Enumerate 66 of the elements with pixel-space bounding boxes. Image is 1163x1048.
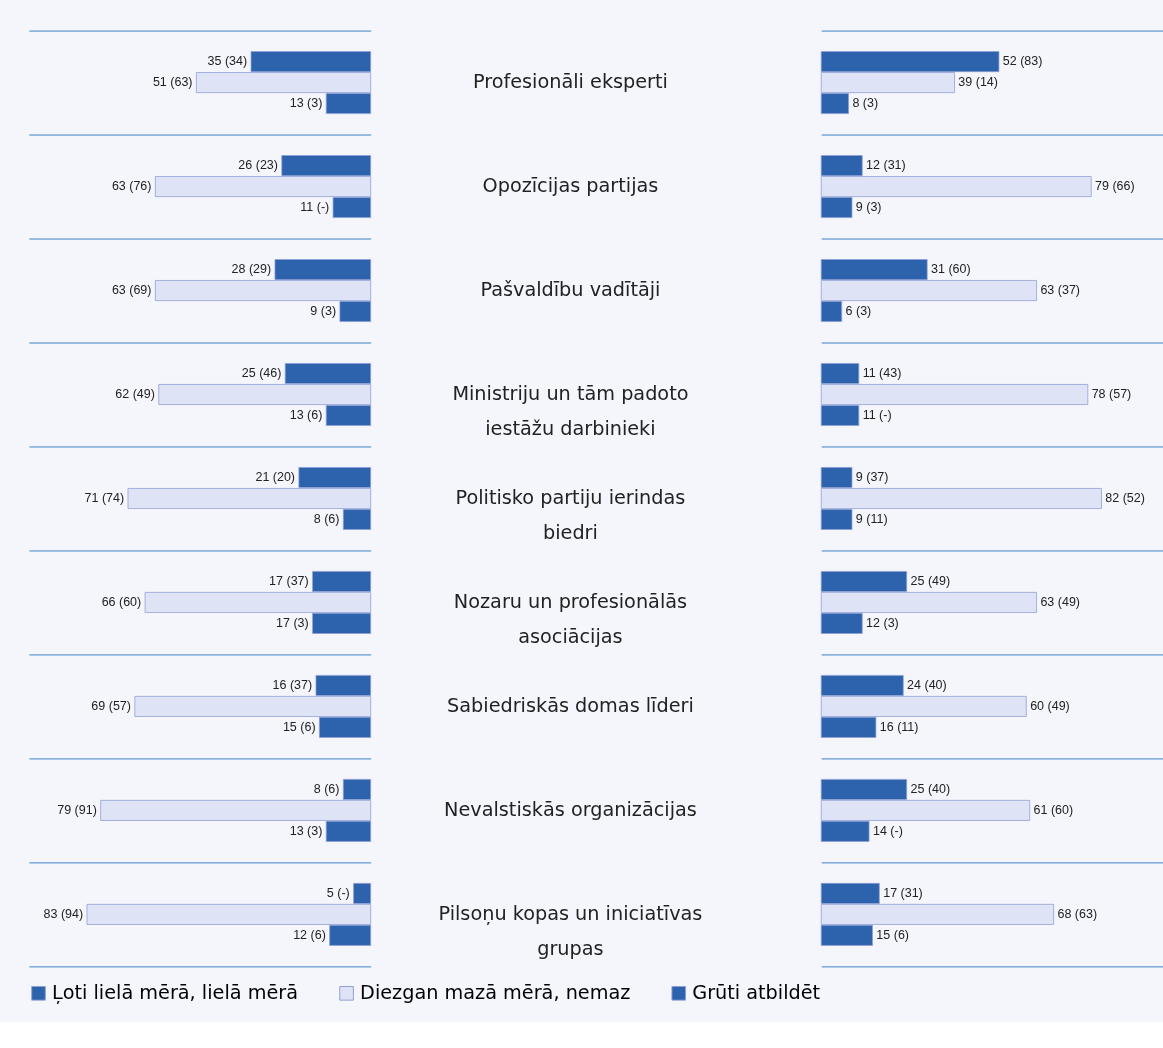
data-label: 62 (49) xyxy=(115,387,155,402)
y-tick-label: Profesionāli eksperti xyxy=(472,70,668,94)
data-label: 5 (-) xyxy=(326,886,350,901)
data-label: 12 (3) xyxy=(866,616,899,631)
data-label: 9 (37) xyxy=(855,470,889,485)
y-tick-label: Politisko partiju ierindas biedri xyxy=(455,486,686,544)
data-label: 51 (63) xyxy=(152,75,193,90)
data-label: 15 (6) xyxy=(282,720,316,735)
data-label: 8 (6) xyxy=(313,512,340,527)
data-label: 79 (91) xyxy=(57,803,97,818)
data-label: 9 (3) xyxy=(310,304,337,319)
legend-label: Diezgan mazā mērā, nemaz xyxy=(360,981,631,1005)
data-label: 17 (37) xyxy=(269,574,309,589)
legend-label: Ļoti lielā mērā, lielā mērā xyxy=(51,981,298,1005)
data-label: 11 (-) xyxy=(300,200,330,215)
data-label: 63 (37) xyxy=(1040,283,1080,298)
data-label: 61 (60) xyxy=(1033,803,1074,818)
data-label: 82 (52) xyxy=(1105,491,1145,506)
data-label: 11 (43) xyxy=(862,366,902,381)
data-label: 63 (76) xyxy=(111,179,152,194)
data-label: 9 (3) xyxy=(855,200,882,215)
data-label: 12 (31) xyxy=(866,158,906,173)
data-label: 13 (3) xyxy=(289,96,323,111)
data-label: 9 (11) xyxy=(855,512,888,527)
data-label: 35 (34) xyxy=(207,54,248,69)
y-tick-label: Pašvaldību vadītāji xyxy=(480,278,661,302)
data-label: 83 (94) xyxy=(43,907,84,922)
y-tick-label: Nevalstiskās organizācijas xyxy=(444,798,697,822)
data-label: 78 (57) xyxy=(1091,387,1132,402)
data-label: 63 (69) xyxy=(111,283,152,298)
y-tick-label: Nozaru un profesionālās asociācijas xyxy=(453,590,688,648)
y-tick-label: Pilsoņu kopas un iniciatīvas grupas xyxy=(438,902,703,960)
data-label: 21 (20) xyxy=(255,470,296,485)
data-label: 68 (63) xyxy=(1057,907,1098,922)
data-label: 63 (49) xyxy=(1040,595,1080,610)
data-label: 8 (6) xyxy=(313,782,340,797)
data-label: 24 (40) xyxy=(907,678,947,693)
data-label: 31 (60) xyxy=(931,262,971,277)
y-tick-label: Sabiedriskās domas līderi xyxy=(447,694,694,718)
data-label: 71 (74) xyxy=(84,491,125,506)
data-label: 25 (40) xyxy=(910,782,951,797)
data-label: 12 (6) xyxy=(293,928,326,943)
data-label: 6 (3) xyxy=(845,304,872,319)
data-label: 16 (11) xyxy=(879,720,919,735)
data-label: 15 (6) xyxy=(876,928,909,943)
data-label: 14 (-) xyxy=(872,824,903,839)
data-label: 60 (49) xyxy=(1030,699,1070,714)
legend-label: Grūti atbildēt xyxy=(692,981,821,1005)
data-label: 26 (23) xyxy=(238,158,278,173)
data-label: 13 (3) xyxy=(289,824,323,839)
y-tick-label: Ministriju un tām padoto iestāžu darbinieki xyxy=(452,382,689,440)
data-label: 11 (-) xyxy=(862,408,892,423)
data-label: 13 (6) xyxy=(289,408,323,423)
data-label: 17 (31) xyxy=(883,886,923,901)
data-label: 16 (37) xyxy=(272,678,313,693)
data-label: 69 (57) xyxy=(91,699,131,714)
y-tick-label: Opozīcijas partijas xyxy=(482,174,659,198)
data-label: 79 (66) xyxy=(1095,179,1135,194)
data-label: 66 (60) xyxy=(101,595,142,610)
data-label: 25 (46) xyxy=(241,366,282,381)
data-label: 28 (29) xyxy=(231,262,272,277)
data-label: 39 (14) xyxy=(958,75,998,90)
data-label: 25 (49) xyxy=(910,574,951,589)
data-label: 17 (3) xyxy=(276,616,309,631)
data-label: 52 (83) xyxy=(1002,54,1043,69)
data-label: 8 (3) xyxy=(852,96,879,111)
